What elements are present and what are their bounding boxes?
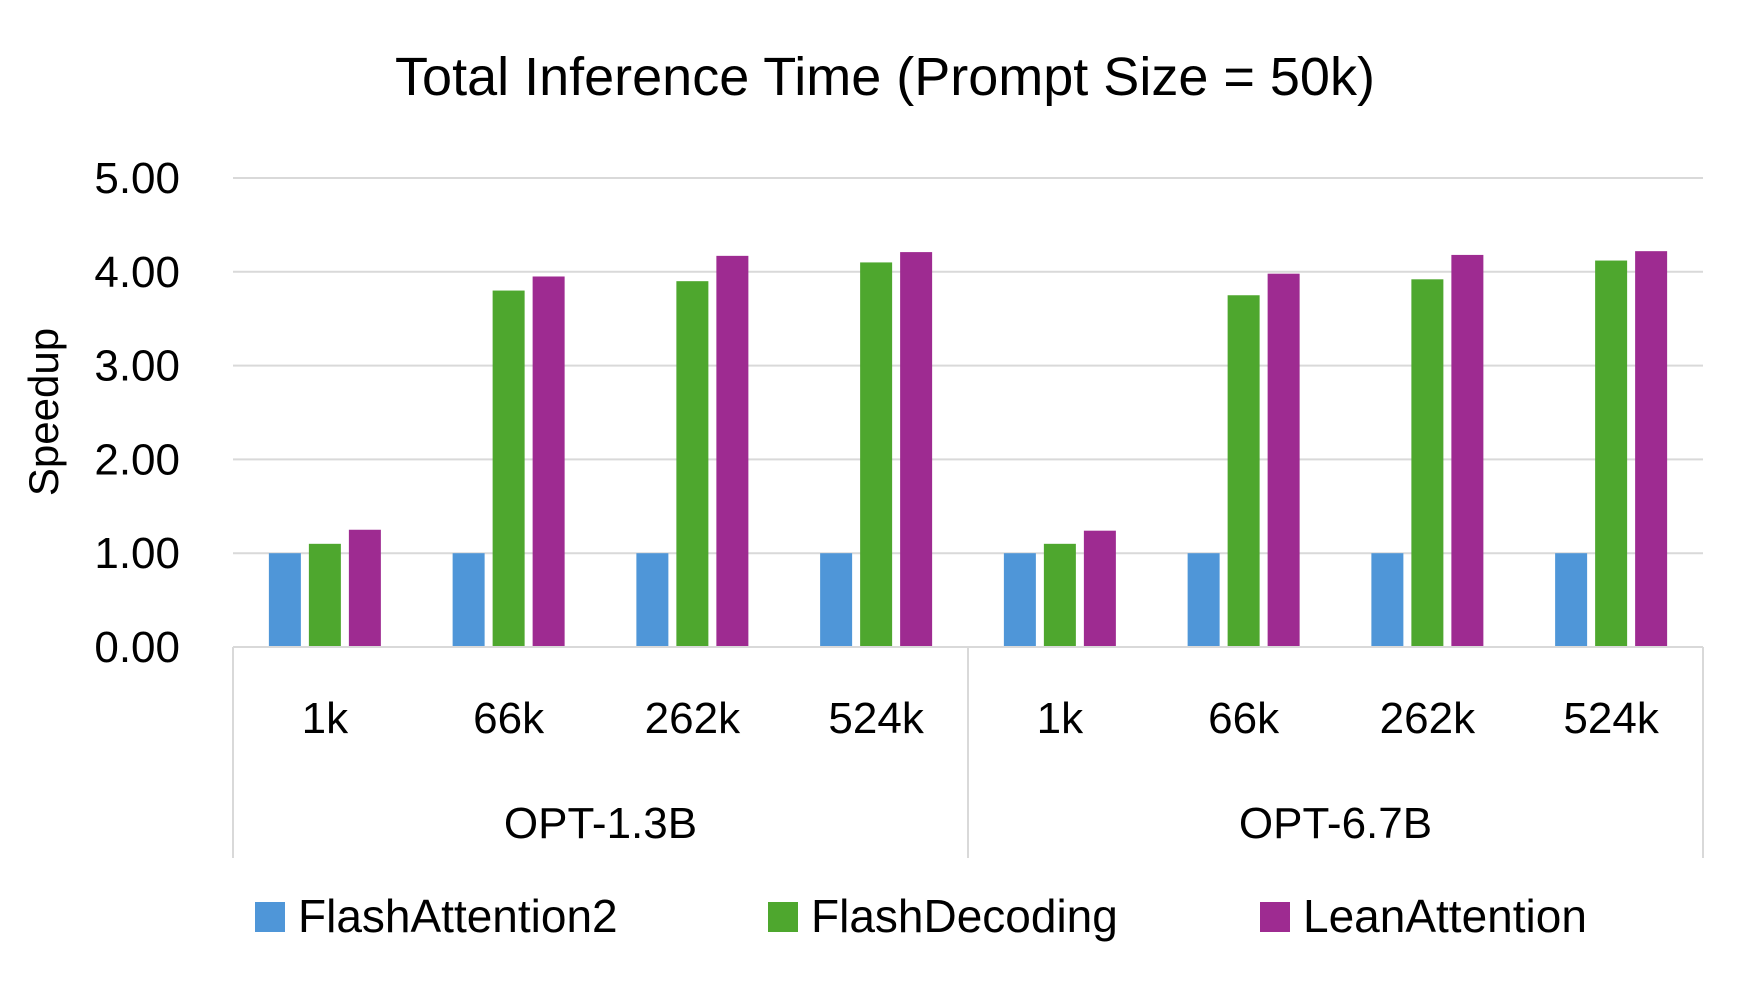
x-category-label: 524k: [1563, 694, 1659, 743]
bar-flashattention2-opt-1.3b-1k: [268, 553, 301, 647]
bar-flashattention2-opt-1.3b-524k: [820, 553, 853, 647]
bar-flashdecoding-opt-6.7b-66k: [1227, 295, 1260, 647]
bar-flashattention2-opt-6.7b-66k: [1187, 553, 1220, 647]
legend-label: FlashDecoding: [811, 890, 1118, 942]
x-category-label: 66k: [473, 694, 545, 743]
x-axis: 1k 66k 262k 524k OPT-1.3B 1k 66k 262k 524k OPT-6.…: [232, 646, 1704, 858]
x-category-label: 1k: [1037, 694, 1084, 743]
bar-flashattention2-opt-6.7b-262k: [1371, 553, 1404, 647]
bar-leanattention-opt-1.3b-524k: [900, 252, 933, 648]
y-tick-label: 5.00: [94, 154, 180, 203]
bar-leanattention-opt-6.7b-66k: [1267, 273, 1300, 647]
bar-flashattention2-opt-1.3b-66k: [452, 553, 485, 647]
y-tick-label: 2.00: [94, 435, 180, 484]
bar-leanattention-opt-6.7b-1k: [1083, 530, 1116, 647]
bars: [268, 251, 1668, 648]
x-group-label: OPT-1.3B: [504, 799, 697, 848]
legend-swatch: [255, 902, 285, 932]
y-axis-ticks: 0.00 1.00 2.00 3.00 4.00 5.00: [94, 154, 180, 672]
bar-flashdecoding-opt-6.7b-262k: [1411, 279, 1444, 647]
bar-flashdecoding-opt-6.7b-524k: [1595, 260, 1628, 647]
x-category-label: 524k: [828, 694, 924, 743]
legend: FlashAttention2 FlashDecoding LeanAttentio…: [255, 890, 1587, 942]
bar-flashattention2-opt-6.7b-1k: [1003, 553, 1036, 647]
bar-flashdecoding-opt-6.7b-1k: [1043, 543, 1076, 647]
y-axis-label: Speedup: [20, 328, 67, 496]
bar-leanattention-opt-6.7b-524k: [1635, 251, 1668, 647]
x-category-label: 1k: [302, 694, 349, 743]
x-category-label: 262k: [645, 694, 741, 743]
bar-flashdecoding-opt-1.3b-262k: [676, 281, 709, 647]
y-tick-label: 0.00: [94, 623, 180, 672]
x-category-label: 262k: [1380, 694, 1476, 743]
bar-leanattention-opt-6.7b-262k: [1451, 254, 1484, 647]
bar-flashattention2-opt-6.7b-524k: [1555, 553, 1588, 647]
legend-label: FlashAttention2: [298, 890, 618, 942]
y-tick-label: 1.00: [94, 529, 180, 578]
y-tick-label: 4.00: [94, 248, 180, 297]
bar-leanattention-opt-1.3b-1k: [348, 529, 381, 647]
legend-label: LeanAttention: [1303, 890, 1587, 942]
bar-leanattention-opt-1.3b-66k: [532, 276, 565, 647]
bar-leanattention-opt-1.3b-262k: [716, 255, 749, 647]
bar-flashattention2-opt-1.3b-262k: [636, 553, 669, 647]
legend-swatch: [1260, 902, 1290, 932]
bar-flashdecoding-opt-1.3b-524k: [860, 262, 893, 647]
chart-title: Total Inference Time (Prompt Size = 50k): [395, 47, 1375, 107]
y-tick-label: 3.00: [94, 342, 180, 391]
legend-swatch: [768, 902, 798, 932]
bar-flashdecoding-opt-1.3b-1k: [308, 543, 341, 647]
bar-flashdecoding-opt-1.3b-66k: [492, 290, 525, 647]
x-category-label: 66k: [1208, 694, 1280, 743]
x-group-label: OPT-6.7B: [1239, 799, 1432, 848]
